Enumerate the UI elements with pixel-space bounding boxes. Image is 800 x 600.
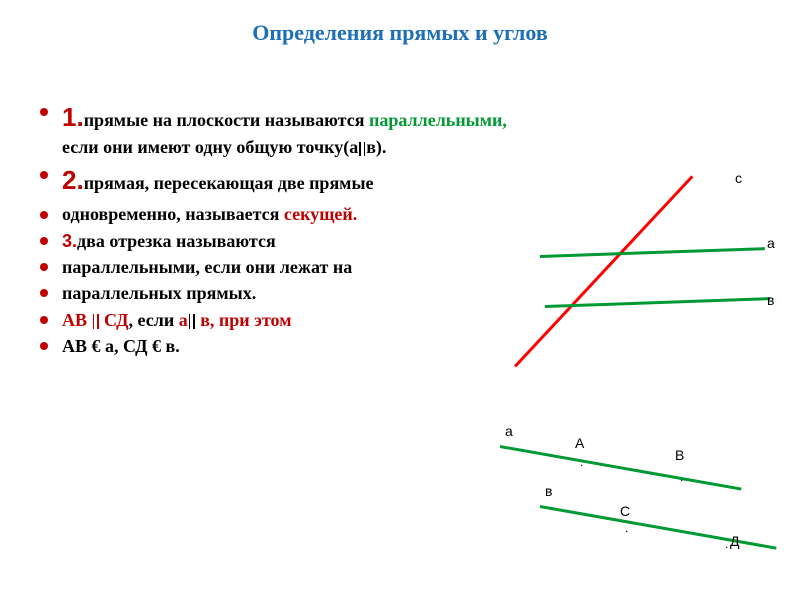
bullet-2-text: прямая, пересекающая две прямые bbox=[84, 173, 374, 193]
bullet-5: параллельными, если они лежат на bbox=[40, 255, 510, 279]
bullet-7-text-b: СД bbox=[100, 310, 129, 330]
bullet-6-text: параллельных прямых. bbox=[62, 283, 256, 303]
bullet-dot-icon bbox=[40, 342, 48, 350]
bullet-1: 1.прямые на плоскости называются паралле… bbox=[40, 100, 510, 159]
diagram-point-A: . bbox=[580, 455, 583, 469]
bullet-3: одновременно, называется секущей. bbox=[40, 202, 510, 226]
diagram-line-b2 bbox=[540, 505, 777, 550]
bullet-4-text: два отрезка называются bbox=[77, 231, 276, 251]
diagram-point-C: . bbox=[625, 521, 628, 535]
diagram-label-A: А bbox=[575, 435, 584, 451]
diagram-line-a2 bbox=[500, 445, 742, 490]
diagram-line-a bbox=[540, 247, 765, 258]
bullet-7-text-c: , если bbox=[129, 310, 179, 330]
parallel-icon bbox=[188, 313, 196, 331]
diagram-top: с а в bbox=[505, 175, 780, 375]
bullet-8: АВ € а, СД € в. bbox=[40, 334, 510, 358]
bullet-1-text-c: в). bbox=[366, 137, 386, 157]
diagram-label-B: В bbox=[675, 447, 684, 463]
bullet-1-number: 1. bbox=[62, 102, 84, 132]
bullet-dot-icon bbox=[40, 316, 48, 324]
bullet-dot-icon bbox=[40, 108, 48, 116]
slide-title: Определения прямых и углов bbox=[0, 20, 800, 46]
diagram-point-B: . bbox=[680, 470, 683, 484]
bullet-list: 1.прямые на плоскости называются паралле… bbox=[40, 100, 510, 360]
diagram-label-c: с bbox=[735, 170, 742, 186]
bullet-dot-icon bbox=[40, 263, 48, 271]
bullet-5-text: параллельными, если они лежат на bbox=[62, 257, 352, 277]
diagram-line-c bbox=[514, 175, 694, 367]
diagram-label-a2: а bbox=[505, 423, 513, 439]
bullet-1-text-a: прямые на плоскости называются bbox=[84, 110, 369, 130]
diagram-label-b: в bbox=[767, 292, 774, 308]
diagram-label-b2: в bbox=[545, 483, 552, 499]
parallel-icon bbox=[92, 313, 100, 331]
bullet-3-text-a: одновременно, называется bbox=[62, 204, 284, 224]
slide: Определения прямых и углов 1.прямые на п… bbox=[0, 0, 800, 600]
bullet-dot-icon bbox=[40, 289, 48, 297]
bullet-7-text-a: АВ bbox=[62, 310, 92, 330]
diagram-label-a: а bbox=[767, 235, 775, 251]
parallel-icon bbox=[358, 140, 366, 158]
bullet-2: 2.прямая, пересекающая две прямые bbox=[40, 163, 510, 198]
bullet-2-number: 2. bbox=[62, 165, 84, 195]
bullet-3-text-red: секущей. bbox=[284, 204, 357, 224]
bullet-7-text-d: а bbox=[179, 310, 188, 330]
bullet-8-text: АВ € а, СД € в. bbox=[62, 336, 180, 356]
bullet-7: АВ СД, если а в, при этом bbox=[40, 308, 510, 332]
bullet-dot-icon bbox=[40, 237, 48, 245]
diagram-label-D: Д bbox=[730, 533, 739, 549]
bullet-6: параллельных прямых. bbox=[40, 281, 510, 305]
bullet-1-text-b: если они имеют одну общую точку(а bbox=[62, 137, 358, 157]
bullet-1-text-green: параллельными, bbox=[369, 110, 507, 130]
bullet-7-text-e: в, при этом bbox=[196, 310, 292, 330]
diagram-bottom: а в А В С Д . . . . bbox=[500, 425, 780, 575]
bullet-dot-icon bbox=[40, 171, 48, 179]
bullet-4: 3.два отрезка называются bbox=[40, 229, 510, 253]
bullet-4-number: 3. bbox=[62, 231, 77, 251]
bullet-dot-icon bbox=[40, 211, 48, 219]
diagram-label-C: С bbox=[620, 503, 630, 519]
diagram-point-D: . bbox=[725, 537, 728, 551]
